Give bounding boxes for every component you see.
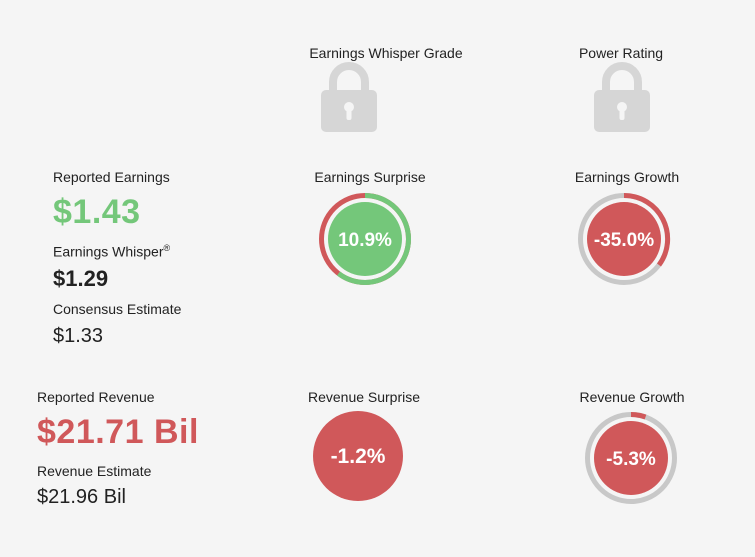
reported-earnings-label: Reported Earnings [53, 169, 170, 185]
revenue-surprise-gauge: -1.2% [313, 411, 403, 506]
power-rating-label: Power Rating [578, 45, 664, 61]
revenue-surprise-disc [313, 411, 403, 501]
earnings-growth-disc [587, 202, 661, 276]
revenue-estimate-label: Revenue Estimate [37, 463, 152, 479]
revenue-surprise-value: -1.2% [331, 445, 386, 468]
earnings-growth-label: Earnings Growth [574, 169, 680, 185]
consensus-estimate-label: Consensus Estimate [53, 301, 182, 317]
reported-earnings-value: $1.43 [53, 193, 141, 231]
revenue-surprise-label: Revenue Surprise [307, 389, 421, 405]
whisper-grade-lock-icon [321, 62, 377, 137]
earnings-growth-ring-fill [623, 192, 671, 267]
earnings-whisper-value: $1.29 [53, 266, 109, 291]
reported-revenue-value: $21.71 Bil [37, 413, 199, 451]
power-rating-lock-icon [594, 62, 650, 137]
earnings-surprise-disc [328, 202, 402, 276]
earnings-growth-value: -35.0% [594, 230, 654, 251]
revenue-growth-gauge: -5.3% [584, 411, 678, 510]
revenue-growth-label: Revenue Growth [579, 389, 685, 405]
registered-mark: ® [163, 243, 171, 253]
earnings-surprise-ring-fill [336, 193, 411, 285]
revenue-growth-ring-fill [630, 412, 647, 420]
earnings-surprise-label: Earnings Surprise [314, 169, 426, 185]
earnings-surprise-value: 10.9% [338, 230, 392, 251]
revenue-growth-value: -5.3% [606, 449, 656, 470]
revenue-estimate-value: $21.96 Bil [37, 486, 126, 508]
earnings-growth-gauge: -35.0% [577, 192, 671, 291]
earnings-surprise-gauge: 10.9% [318, 192, 412, 291]
revenue-growth-disc [594, 421, 668, 495]
consensus-estimate-value: $1.33 [53, 325, 104, 347]
whisper-grade-label: Earnings Whisper Grade [309, 45, 463, 61]
reported-revenue-label: Reported Revenue [37, 389, 155, 405]
earnings-whisper-label: Earnings Whisper® [53, 243, 171, 260]
